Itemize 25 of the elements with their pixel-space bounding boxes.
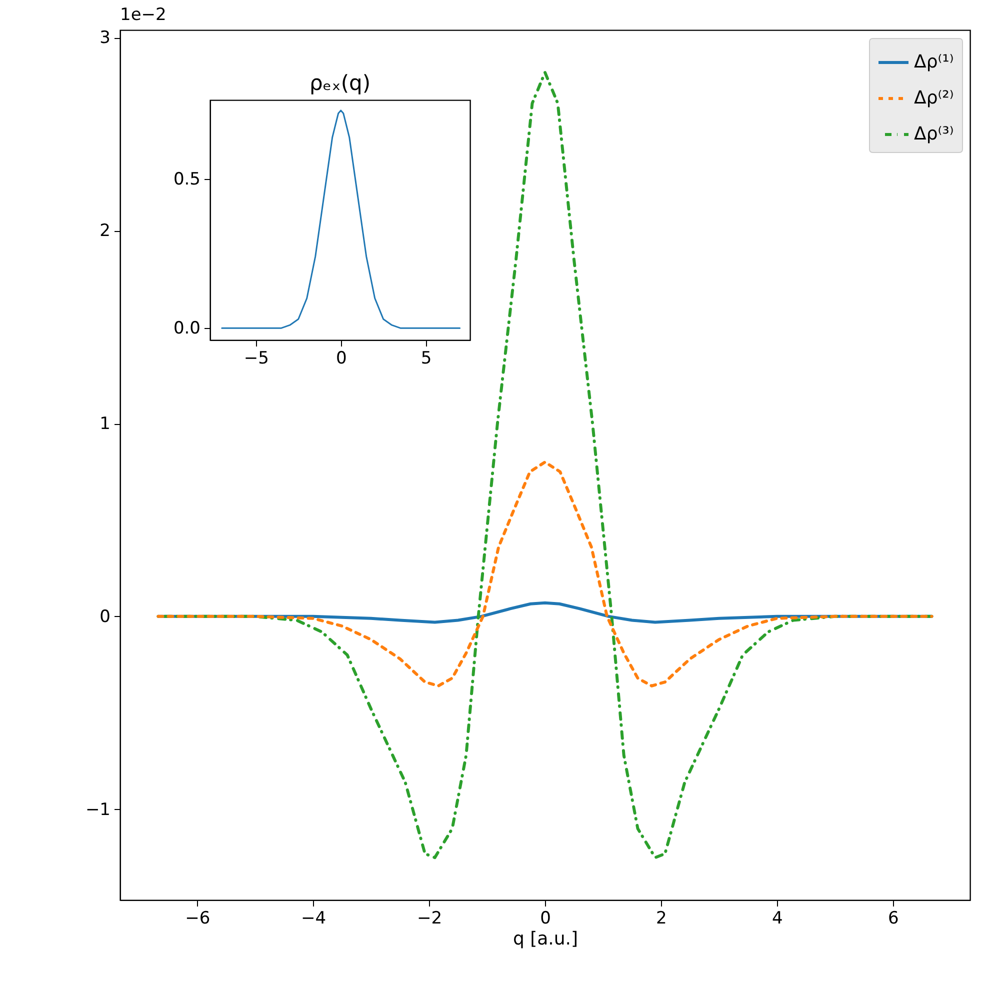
legend-label: Δρ⁽¹⁾ (914, 52, 954, 72)
chart-title: ρₑₓ(q) (309, 71, 371, 95)
x-tick-label: −6 (185, 908, 210, 928)
x-tick-label: 5 (420, 348, 432, 368)
legend-label: Δρ⁽²⁾ (914, 88, 954, 108)
y-tick-label: 0.0 (173, 318, 200, 339)
x-tick-label: 6 (888, 908, 899, 928)
y-tick-label: −1 (85, 800, 110, 820)
y-tick-label: 0.5 (173, 170, 200, 190)
x-tick-label: −4 (301, 908, 326, 928)
text: 1e−2 (120, 5, 166, 25)
y-tick-label: 3 (100, 28, 110, 48)
legend-label: Δρ⁽³⁾ (914, 124, 954, 144)
x-tick-label: 0 (540, 908, 551, 928)
x-tick-label: −2 (417, 908, 442, 928)
x-tick-label: 0 (336, 348, 347, 368)
line-series (221, 110, 461, 329)
y-tick-label: 2 (100, 221, 110, 242)
line-series (156, 460, 934, 688)
y-tick-label: 1 (100, 414, 110, 434)
x-tick-label: 2 (656, 908, 667, 928)
x-tick-label: −5 (244, 348, 269, 368)
y-tick-label: 0 (100, 606, 110, 627)
x-axis-title: q [a.u.] (512, 928, 578, 950)
x-tick-label: 4 (772, 908, 783, 928)
